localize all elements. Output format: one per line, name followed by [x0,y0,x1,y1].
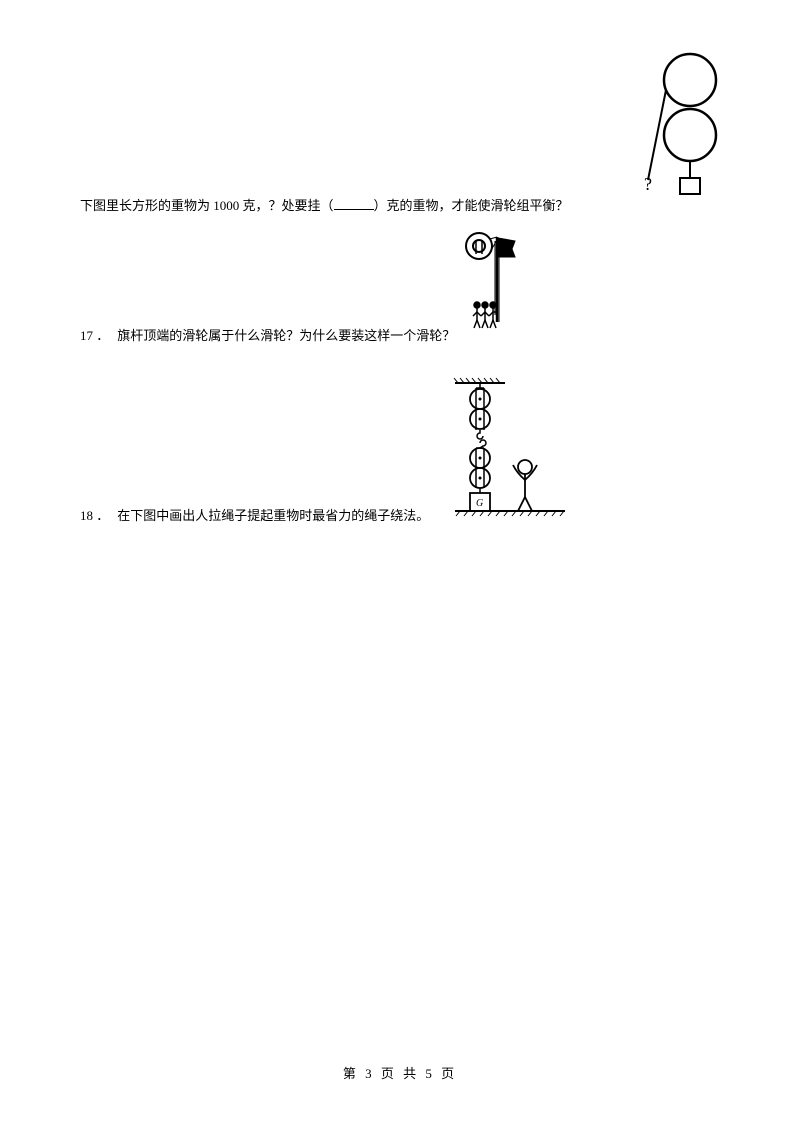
svg-text:?: ? [644,174,652,194]
flagpole-diagram [465,230,525,340]
q16-text-post: ）克的重物，才能使滑轮组平衡？ [374,198,569,213]
svg-text:G: G [476,498,483,509]
q18-body: 在下图中画出人拉绳子提起重物时最省力的绳子绕法。 [117,508,429,523]
page-footer: 第 3 页 共 5 页 [0,1063,800,1082]
q18-number: 18 ． [80,508,109,523]
blank-fill [334,197,374,210]
q17-body: 旗杆顶端的滑轮属于什么滑轮？为什么要装这样一个滑轮？ [117,328,455,343]
question-16-text: 下图里长方形的重物为 1000 克，？处要挂（ ）克的重物，才能使滑轮组平衡？ [80,195,569,214]
q16-text-pre: 下图里长方形的重物为 1000 克，？处要挂（ [80,198,334,213]
pulley-system-diagram: G [450,375,570,520]
pulley-diagram-1: ? [640,50,720,210]
q17-number: 17 ． [80,328,109,343]
page-number: 第 3 页 共 5 页 [343,1066,457,1081]
question-18-text: 18 ． 在下图中画出人拉绳子提起重物时最省力的绳子绕法。 [80,505,429,524]
question-17-text: 17 ． 旗杆顶端的滑轮属于什么滑轮？为什么要装这样一个滑轮？ [80,325,455,344]
